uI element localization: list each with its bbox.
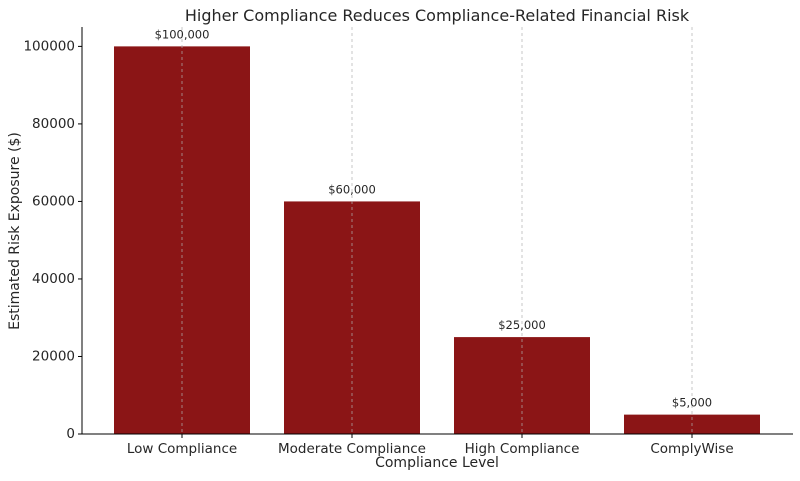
data-label-3: $5,000: [672, 396, 712, 410]
x-tick-label-2: High Compliance: [465, 441, 580, 457]
y-tick-label-4: 80000: [32, 116, 75, 132]
x-tick-label-1: Moderate Compliance: [278, 441, 426, 457]
ticks-layer: Low Compliance Moderate Compliance High Co…: [23, 38, 733, 457]
y-tick-label-0: 0: [66, 426, 75, 442]
y-tick-label-5: 100000: [23, 38, 75, 54]
bars-layer: [114, 46, 760, 434]
grid-layer: [181, 27, 693, 434]
data-label-1: $60,000: [328, 182, 376, 196]
y-tick-label-1: 20000: [32, 348, 75, 364]
chart-title: Higher Compliance Reduces Compliance-Rel…: [185, 6, 690, 25]
x-axis-label: Compliance Level: [375, 455, 499, 471]
x-tick-label-0: Low Compliance: [127, 441, 237, 457]
data-label-2: $25,000: [498, 318, 546, 332]
data-label-0: $100,000: [155, 27, 210, 41]
axes-layer: [81, 27, 793, 435]
data-labels-layer: $100,000 $60,000 $25,000 $5,000: [155, 27, 713, 409]
y-tick-label-2: 40000: [32, 271, 75, 287]
y-tick-label-3: 60000: [32, 193, 75, 209]
x-tick-label-3: ComplyWise: [650, 441, 733, 457]
y-axis-label: Estimated Risk Exposure ($): [7, 132, 23, 330]
